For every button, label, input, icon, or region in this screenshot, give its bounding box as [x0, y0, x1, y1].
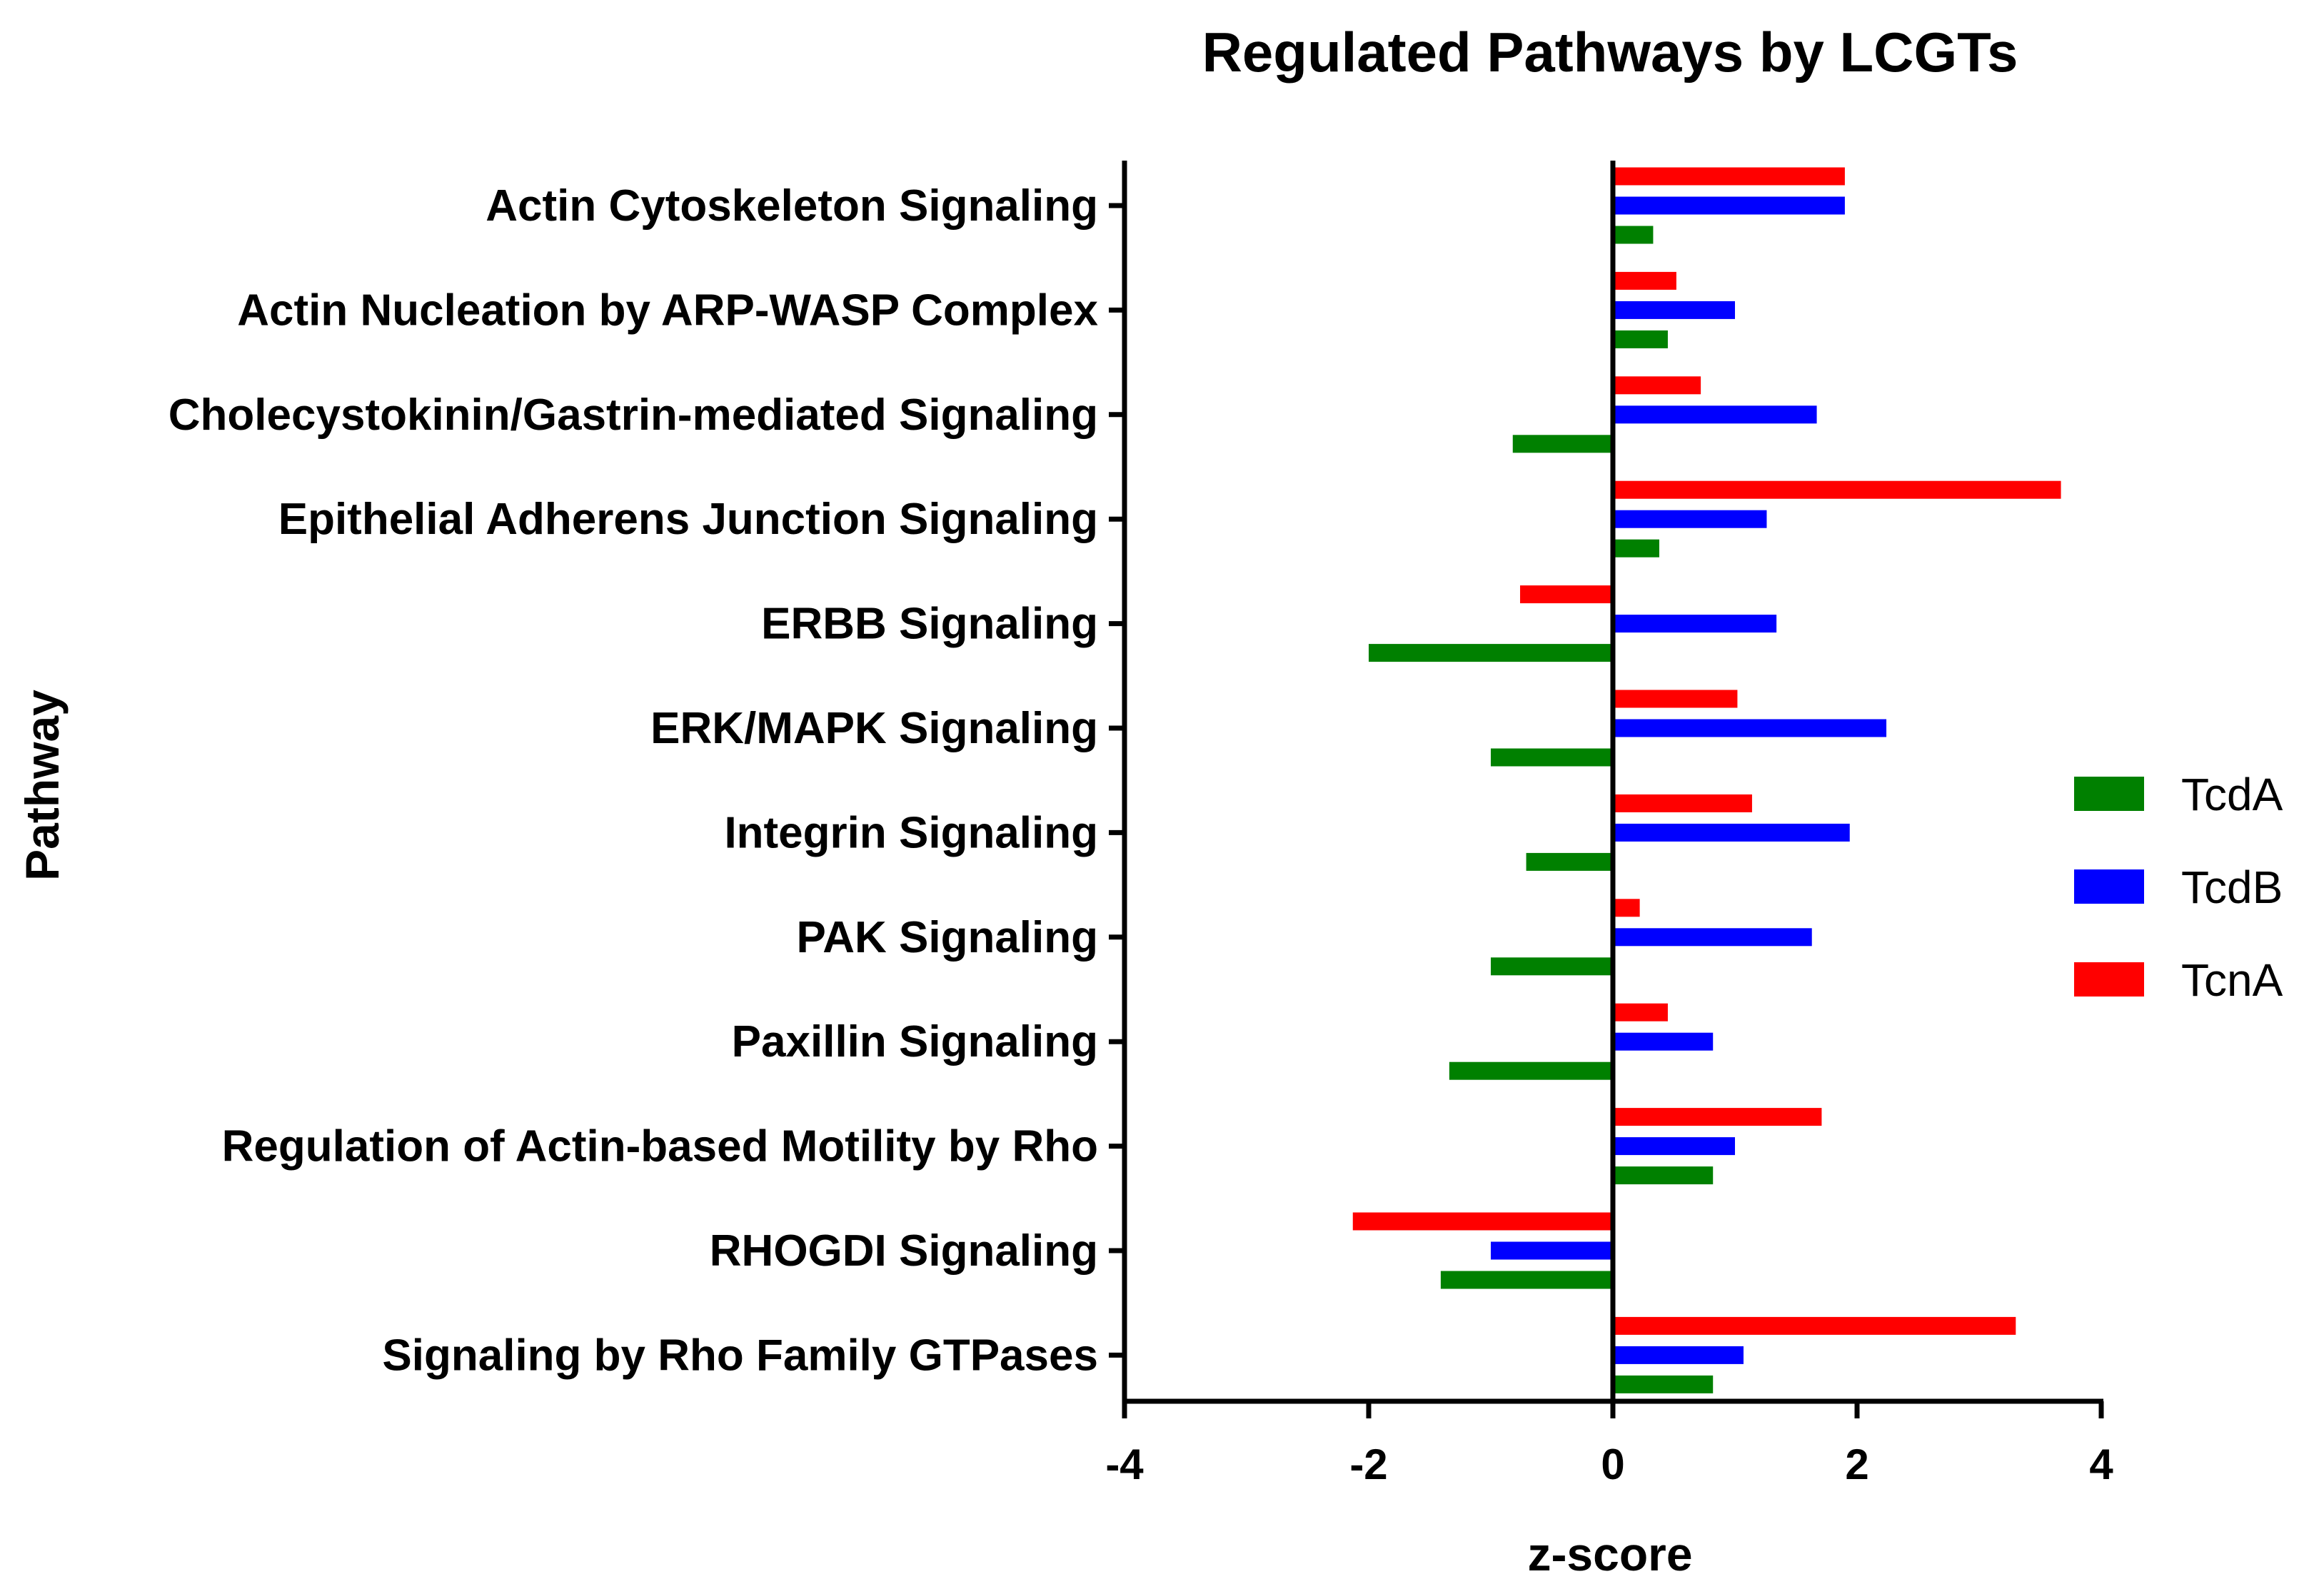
bar-tcdb-cholecystokinin-gastrin-mediated-signaling [1613, 405, 1817, 424]
bar-tcdb-signaling-by-rho-family-gtpases [1613, 1346, 1744, 1364]
x-tick-label: 0 [1601, 1441, 1624, 1488]
category-label-erk-mapk-signaling: ERK/MAPK Signaling [650, 704, 1098, 753]
category-label-epithelial-adherens-junction-signaling: Epithelial Adherens Junction Signaling [278, 495, 1098, 544]
legend: TcdA TcdB TcnA [2074, 769, 2283, 1006]
bar-tcdb-integrin-signaling [1613, 823, 1850, 842]
category-label-regulation-of-actin-based-motility-by-rho: Regulation of Actin-based Motility by Rh… [222, 1122, 1098, 1171]
bar-tcda-pak-signaling [1491, 957, 1613, 976]
x-tick-label: -4 [1105, 1441, 1144, 1488]
bar-tcna-regulation-of-actin-based-motility-by-rho [1613, 1108, 1822, 1126]
bar-tcda-epithelial-adherens-junction-signaling [1613, 539, 1659, 558]
bar-tcna-actin-cytoskeleton-signaling [1613, 167, 1845, 186]
legend-swatch-tcda [2074, 777, 2144, 811]
y-axis-title: Pathway [16, 690, 69, 881]
category-labels: Actin Cytoskeleton Signaling Actin Nuclea… [168, 181, 1099, 1380]
bar-tcda-cholecystokinin-gastrin-mediated-signaling [1512, 435, 1613, 453]
x-tick-label: 2 [1845, 1441, 1868, 1488]
bar-tcda-erk-mapk-signaling [1491, 748, 1613, 767]
category-label-rhogdi-signaling: RHOGDI Signaling [710, 1226, 1098, 1276]
bar-tcna-actin-nucleation-by-arp-wasp-complex [1613, 271, 1676, 290]
x-axis-title: z-score [1527, 1528, 1692, 1580]
bar-tcdb-erk-mapk-signaling [1613, 719, 1887, 737]
category-label-erbb-signaling: ERBB Signaling [761, 600, 1098, 649]
bar-tcdb-epithelial-adherens-junction-signaling [1613, 510, 1767, 528]
category-label-actin-cytoskeleton-signaling: Actin Cytoskeleton Signaling [486, 181, 1098, 231]
category-label-pak-signaling: PAK Signaling [796, 913, 1098, 962]
legend-label-tcda: TcdA [2181, 769, 2283, 820]
bar-tcna-epithelial-adherens-junction-signaling [1613, 480, 2061, 499]
bar-tcna-integrin-signaling [1613, 794, 1752, 812]
bars-group [1352, 167, 2061, 1393]
x-tick-label: -2 [1349, 1441, 1387, 1488]
bar-tcda-actin-cytoskeleton-signaling [1613, 226, 1654, 244]
category-label-actin-nucleation-by-arp-wasp-complex: Actin Nucleation by ARP-WASP Complex [237, 286, 1098, 335]
bar-tcdb-erbb-signaling [1613, 615, 1777, 633]
legend-swatch-tcna [2074, 962, 2144, 997]
bar-tcda-signaling-by-rho-family-gtpases [1613, 1375, 1714, 1393]
bar-tcda-paxillin-signaling [1449, 1061, 1613, 1080]
bar-tcdb-actin-nucleation-by-arp-wasp-complex [1613, 301, 1735, 319]
bar-tcna-cholecystokinin-gastrin-mediated-signaling [1613, 376, 1701, 395]
x-tick-labels: -4 -2 0 2 4 [1105, 1441, 2113, 1488]
bar-tcdb-regulation-of-actin-based-motility-by-rho [1613, 1137, 1735, 1156]
legend-label-tcna: TcnA [2181, 954, 2283, 1006]
bar-tcdb-paxillin-signaling [1613, 1032, 1714, 1051]
chart-title: Regulated Pathways by LCGTs [1202, 21, 2018, 84]
bar-tcna-rhogdi-signaling [1352, 1212, 1613, 1231]
category-label-signaling-by-rho-family-gtpases: Signaling by Rho Family GTPases [382, 1331, 1098, 1380]
bar-tcna-erk-mapk-signaling [1613, 690, 1738, 708]
bar-tcda-rhogdi-signaling [1440, 1271, 1613, 1289]
bar-tcda-actin-nucleation-by-arp-wasp-complex [1613, 330, 1668, 348]
bar-tcna-paxillin-signaling [1613, 1003, 1668, 1021]
category-label-integrin-signaling: Integrin Signaling [724, 808, 1098, 857]
bar-tcdb-actin-cytoskeleton-signaling [1613, 196, 1845, 215]
category-label-cholecystokinin-gastrin-mediated-signaling: Cholecystokinin/Gastrin-mediated Signali… [168, 390, 1098, 440]
bar-tcdb-rhogdi-signaling [1491, 1241, 1613, 1260]
bar-tcda-integrin-signaling [1526, 852, 1613, 871]
bar-tcna-pak-signaling [1613, 899, 1640, 917]
legend-swatch-tcdb [2074, 869, 2144, 904]
bar-tcna-signaling-by-rho-family-gtpases [1613, 1316, 2016, 1335]
bar-tcda-erbb-signaling [1369, 644, 1613, 662]
legend-label-tcdb: TcdB [2181, 862, 2283, 913]
bar-tcda-regulation-of-actin-based-motility-by-rho [1613, 1166, 1714, 1185]
category-label-paxillin-signaling: Paxillin Signaling [732, 1017, 1098, 1066]
axes-group [1109, 161, 2104, 1418]
bar-tcdb-pak-signaling [1613, 928, 1812, 947]
x-tick-label: 4 [2089, 1441, 2113, 1488]
bar-tcna-erbb-signaling [1520, 585, 1613, 604]
